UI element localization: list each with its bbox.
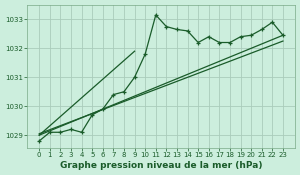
X-axis label: Graphe pression niveau de la mer (hPa): Graphe pression niveau de la mer (hPa) bbox=[60, 161, 262, 170]
